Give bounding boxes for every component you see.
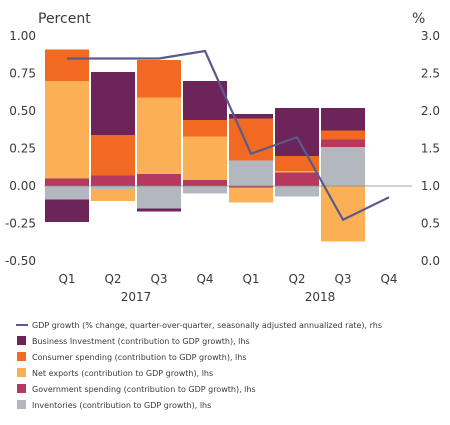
left-tick-label: -0.25 <box>5 217 36 231</box>
x-tick-label: Q1 <box>242 272 259 286</box>
bar-segment <box>183 180 227 186</box>
bar-segment <box>45 81 89 179</box>
gdp-growth-line <box>67 49 390 221</box>
left-axis-title: Percent <box>38 11 91 27</box>
right-tick-label: 1.0 <box>421 179 440 193</box>
legend: GDP growth (% change, quarter-over-quart… <box>16 321 382 410</box>
bar-segment <box>183 81 227 120</box>
x-tick-label: Q2 <box>288 272 305 286</box>
bar-segment <box>275 108 319 156</box>
left-tick-label: 0.75 <box>9 67 36 81</box>
right-axis-title: % <box>412 11 425 27</box>
x-tick-label: Q4 <box>380 272 397 286</box>
x-tick-label: Q4 <box>196 272 213 286</box>
year-label: 2018 <box>305 290 336 304</box>
bar-segment <box>91 186 135 189</box>
bar-segment <box>137 174 181 186</box>
legend-swatch <box>17 400 26 409</box>
legend-label: Net exports (contribution to GDP growth)… <box>32 369 213 378</box>
left-tick-label: 0.25 <box>9 142 36 156</box>
legend-label: Inventories (contribution to GDP growth)… <box>32 401 211 410</box>
bar-segment <box>321 139 365 147</box>
bar-segment <box>45 49 89 81</box>
bar-segment <box>91 72 135 135</box>
bar-segment <box>91 175 135 186</box>
year-label: 2017 <box>121 290 152 304</box>
right-tick-label: 2.5 <box>421 67 440 81</box>
right-tick-label: 0.0 <box>421 254 440 268</box>
stacked-bars <box>45 49 365 242</box>
left-tick-label: 0.00 <box>9 179 36 193</box>
bar-segment <box>321 130 365 140</box>
bar-segment <box>229 160 273 186</box>
legend-swatch <box>17 352 26 361</box>
x-axis-labels: Q1 Q2 Q3 Q4 Q1 Q2 Q3 Q4 2017 2018 <box>58 272 397 304</box>
bar-segment <box>137 208 181 212</box>
right-tick-label: 1.5 <box>421 142 440 156</box>
right-axis-ticks: 0.0 0.5 1.0 1.5 2.0 2.5 3.0 <box>421 29 440 268</box>
bar-segment <box>229 114 273 119</box>
right-tick-label: 0.5 <box>421 217 440 231</box>
bar-segment <box>137 186 181 209</box>
x-tick-label: Q2 <box>104 272 121 286</box>
left-axis-ticks: -0.50 -0.25 0.00 0.25 0.50 0.75 1.00 <box>5 29 36 268</box>
legend-swatch <box>17 384 26 393</box>
right-tick-label: 3.0 <box>421 29 440 43</box>
bar-segment <box>275 186 319 197</box>
bar-segment <box>275 172 319 186</box>
bar-segment <box>183 186 227 194</box>
bar-segment <box>321 108 365 131</box>
bar-segment <box>275 171 319 173</box>
bar-segment <box>137 97 181 174</box>
bar-segment <box>91 189 135 201</box>
bar-segment <box>229 186 273 188</box>
x-tick-label: Q3 <box>150 272 167 286</box>
left-tick-label: 0.50 <box>9 104 36 118</box>
bar-segment <box>137 60 181 98</box>
x-tick-label: Q3 <box>334 272 351 286</box>
bar-segment <box>45 199 89 222</box>
right-tick-label: 2.0 <box>421 104 440 118</box>
legend-swatch <box>17 336 26 345</box>
legend-label: Consumer spending (contribution to GDP g… <box>32 353 247 362</box>
bar-segment <box>183 136 227 180</box>
left-tick-label: -0.50 <box>5 254 36 268</box>
legend-label: Government spending (contribution to GDP… <box>32 385 256 394</box>
legend-swatch <box>17 368 26 377</box>
bar-segment <box>321 147 365 186</box>
left-tick-label: 1.00 <box>9 29 36 43</box>
bar-segment <box>91 135 135 176</box>
legend-label: Business Investment (contribution to GDP… <box>32 337 250 346</box>
bar-segment <box>183 120 227 137</box>
x-tick-label: Q1 <box>58 272 75 286</box>
bar-segment <box>45 178 89 186</box>
legend-label: GDP growth (% change, quarter-over-quart… <box>32 321 382 330</box>
gdp-growth-line-group <box>67 49 390 221</box>
bar-segment <box>45 186 89 200</box>
bar-segment <box>275 156 319 171</box>
bar-segment <box>229 187 273 203</box>
